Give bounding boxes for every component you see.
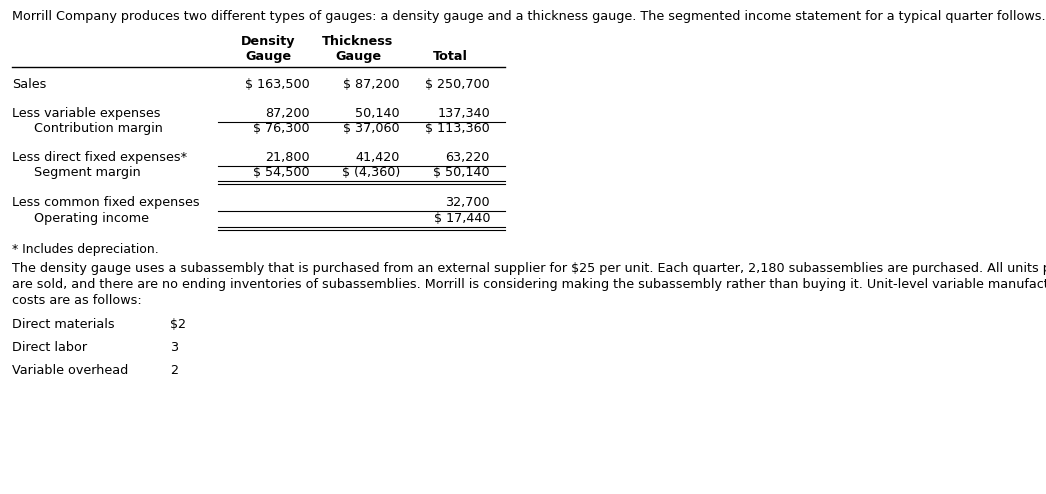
Text: 137,340: 137,340 bbox=[437, 107, 490, 120]
Text: 63,220: 63,220 bbox=[446, 151, 490, 164]
Text: $ 87,200: $ 87,200 bbox=[343, 78, 400, 91]
Text: $2: $2 bbox=[170, 318, 186, 331]
Text: Density: Density bbox=[241, 35, 295, 48]
Text: Less common fixed expenses: Less common fixed expenses bbox=[12, 196, 200, 209]
Text: $ 250,700: $ 250,700 bbox=[426, 78, 490, 91]
Text: Less variable expenses: Less variable expenses bbox=[12, 107, 160, 120]
Text: 41,420: 41,420 bbox=[356, 151, 400, 164]
Text: $ 76,300: $ 76,300 bbox=[253, 122, 310, 135]
Text: Morrill Company produces two different types of gauges: a density gauge and a th: Morrill Company produces two different t… bbox=[12, 10, 1046, 23]
Text: $ (4,360): $ (4,360) bbox=[342, 166, 400, 179]
Text: Variable overhead: Variable overhead bbox=[12, 364, 129, 377]
Text: $ 37,060: $ 37,060 bbox=[343, 122, 400, 135]
Text: Direct labor: Direct labor bbox=[12, 341, 87, 354]
Text: $ 113,360: $ 113,360 bbox=[426, 122, 490, 135]
Text: Contribution margin: Contribution margin bbox=[35, 122, 163, 135]
Text: Gauge: Gauge bbox=[335, 50, 381, 63]
Text: 3: 3 bbox=[170, 341, 178, 354]
Text: 2: 2 bbox=[170, 364, 178, 377]
Text: $ 50,140: $ 50,140 bbox=[433, 166, 490, 179]
Text: 21,800: 21,800 bbox=[266, 151, 310, 164]
Text: Total: Total bbox=[432, 50, 468, 63]
Text: Direct materials: Direct materials bbox=[12, 318, 115, 331]
Text: costs are as follows:: costs are as follows: bbox=[12, 294, 142, 307]
Text: 87,200: 87,200 bbox=[266, 107, 310, 120]
Text: Segment margin: Segment margin bbox=[35, 166, 141, 179]
Text: * Includes depreciation.: * Includes depreciation. bbox=[12, 243, 159, 256]
Text: Sales: Sales bbox=[12, 78, 46, 91]
Text: Operating income: Operating income bbox=[35, 212, 149, 225]
Text: are sold, and there are no ending inventories of subassemblies. Morrill is consi: are sold, and there are no ending invent… bbox=[12, 278, 1046, 291]
Text: $ 54,500: $ 54,500 bbox=[253, 166, 310, 179]
Text: $ 17,440: $ 17,440 bbox=[433, 212, 490, 225]
Text: Thickness: Thickness bbox=[322, 35, 393, 48]
Text: 32,700: 32,700 bbox=[446, 196, 490, 209]
Text: The density gauge uses a subassembly that is purchased from an external supplier: The density gauge uses a subassembly tha… bbox=[12, 262, 1046, 275]
Text: $ 163,500: $ 163,500 bbox=[245, 78, 310, 91]
Text: 50,140: 50,140 bbox=[356, 107, 400, 120]
Text: Gauge: Gauge bbox=[245, 50, 291, 63]
Text: Less direct fixed expenses*: Less direct fixed expenses* bbox=[12, 151, 187, 164]
